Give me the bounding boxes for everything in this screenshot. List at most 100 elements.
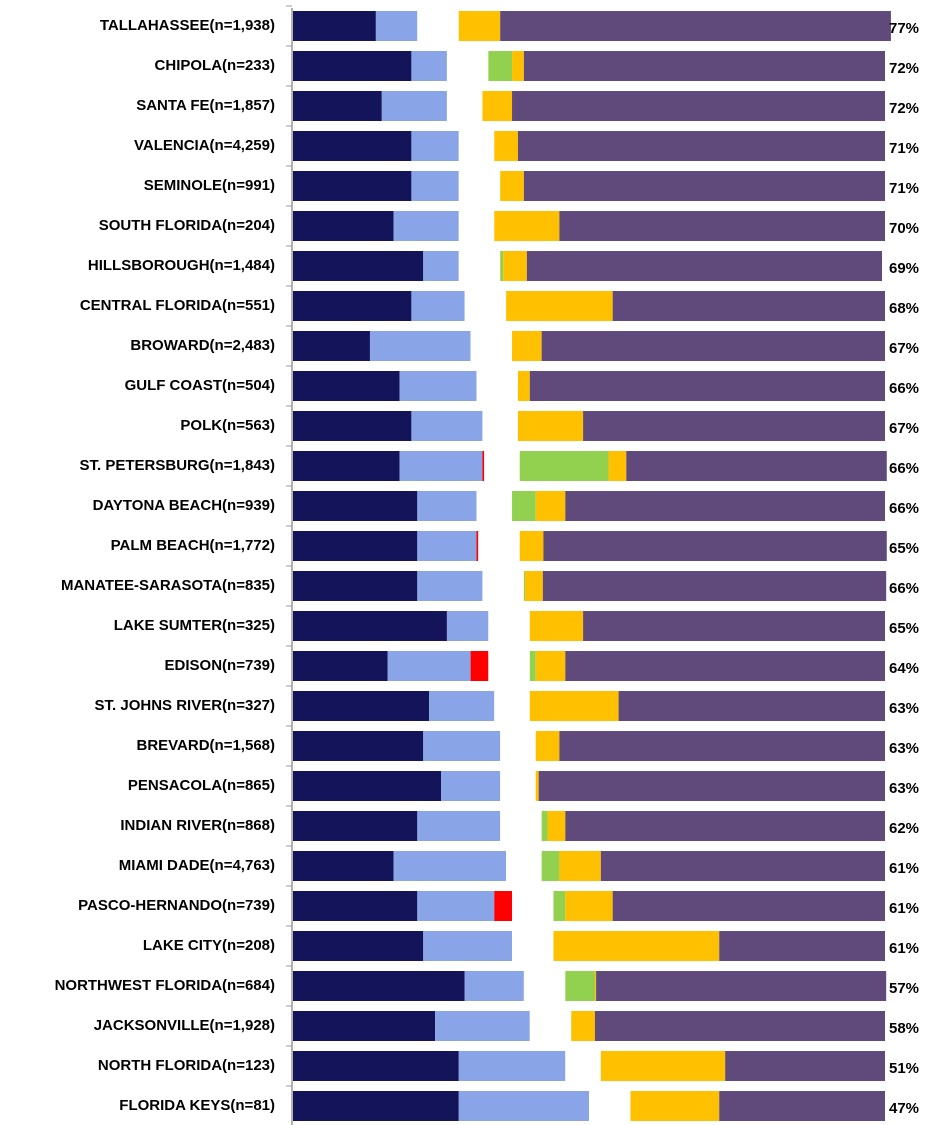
bar-segment bbox=[553, 891, 566, 921]
bar-segment bbox=[494, 891, 513, 921]
bar-segment bbox=[458, 11, 501, 41]
category-label: ST. JOHNS RIVER(n=327) bbox=[95, 697, 275, 714]
bar-segment bbox=[293, 651, 388, 681]
bar-segment bbox=[484, 451, 520, 481]
bar-segment bbox=[293, 91, 382, 121]
bar-segment bbox=[547, 811, 566, 841]
category-label: FLORIDA KEYS(n=81) bbox=[119, 1097, 275, 1114]
bar-segment bbox=[543, 531, 887, 561]
category-label: NORTH FLORIDA(n=123) bbox=[98, 1057, 275, 1074]
bar-segment bbox=[529, 611, 584, 641]
row-label: 77% bbox=[889, 20, 919, 37]
bar-segment bbox=[494, 211, 560, 241]
category-label: GULF COAST(n=504) bbox=[125, 377, 275, 394]
bar-segment bbox=[458, 251, 501, 281]
bar-segment bbox=[293, 291, 412, 321]
bar-segment bbox=[464, 291, 507, 321]
bar-segment bbox=[506, 851, 542, 881]
bar-segment bbox=[476, 491, 513, 521]
bar-segment bbox=[476, 371, 518, 401]
bar-segment bbox=[423, 931, 513, 961]
row-label: 64% bbox=[889, 660, 919, 677]
bar-segment bbox=[612, 891, 885, 921]
row-label: 63% bbox=[889, 780, 919, 797]
category-label: SANTA FE(n=1,857) bbox=[136, 97, 275, 114]
bar-segment bbox=[571, 1011, 595, 1041]
bar-segment bbox=[523, 51, 885, 81]
bar-segment bbox=[293, 971, 465, 1001]
bar-segment bbox=[583, 611, 885, 641]
row-label: 72% bbox=[889, 60, 919, 77]
bar-segment bbox=[517, 131, 885, 161]
row-label: 67% bbox=[889, 340, 919, 357]
bar-segment bbox=[529, 651, 536, 681]
bar-segment bbox=[719, 1091, 885, 1121]
bar-segment bbox=[589, 1091, 631, 1121]
bar-segment bbox=[417, 811, 501, 841]
bar-segment bbox=[441, 771, 501, 801]
bar-segment bbox=[429, 691, 495, 721]
category-label: PASCO-HERNANDO(n=739) bbox=[78, 897, 275, 914]
category-label: TALLAHASSEE(n=1,938) bbox=[100, 17, 275, 34]
bar-segment bbox=[417, 531, 477, 561]
bar-segment bbox=[541, 851, 560, 881]
bar-segment bbox=[541, 811, 548, 841]
bar-segment bbox=[446, 51, 489, 81]
bar-segment bbox=[538, 771, 885, 801]
bar-segment bbox=[529, 691, 619, 721]
bar-segment bbox=[293, 851, 394, 881]
bar-segment bbox=[399, 451, 483, 481]
category-label: INDIAN RIVER(n=868) bbox=[120, 817, 275, 834]
bar-segment bbox=[399, 371, 477, 401]
bar-segment bbox=[494, 131, 518, 161]
bar-segment bbox=[458, 1051, 566, 1081]
bar-segment bbox=[719, 931, 885, 961]
bar-segment bbox=[565, 971, 595, 1001]
bar-segment bbox=[565, 891, 613, 921]
bar-segment bbox=[519, 531, 544, 561]
bar-segment bbox=[503, 251, 527, 281]
category-label: NORTHWEST FLORIDA(n=684) bbox=[55, 977, 275, 994]
bar-segment bbox=[559, 211, 885, 241]
bar-segment bbox=[618, 691, 885, 721]
bar-segment bbox=[535, 651, 566, 681]
row-label: 61% bbox=[889, 900, 919, 917]
bar-segment bbox=[565, 811, 885, 841]
row-label: 61% bbox=[889, 860, 919, 877]
bar-segment bbox=[293, 211, 394, 241]
row-label: 47% bbox=[889, 1100, 919, 1117]
bar-segment bbox=[725, 1051, 885, 1081]
bar-segment bbox=[293, 131, 412, 161]
bar-segment bbox=[393, 211, 459, 241]
bar-segment bbox=[553, 931, 720, 961]
bar-segment bbox=[594, 1011, 885, 1041]
bar-segment bbox=[387, 651, 471, 681]
bar-segment bbox=[488, 51, 513, 81]
bar-segment bbox=[293, 731, 424, 761]
category-label: LAKE SUMTER(n=325) bbox=[114, 617, 275, 634]
bar-segment bbox=[512, 931, 554, 961]
bar-segment bbox=[411, 291, 465, 321]
bar-segment bbox=[458, 171, 501, 201]
bar-segment bbox=[565, 491, 885, 521]
bar-segment bbox=[293, 931, 424, 961]
row-label: 62% bbox=[889, 820, 919, 837]
row-label: 70% bbox=[889, 220, 919, 237]
bar-segment bbox=[293, 811, 418, 841]
bar-segment bbox=[446, 91, 483, 121]
row-label: 71% bbox=[889, 180, 919, 197]
category-label: BROWARD(n=2,483) bbox=[130, 337, 275, 354]
bar-segment bbox=[417, 571, 483, 601]
row-label: 68% bbox=[889, 300, 919, 317]
row-label: 66% bbox=[889, 460, 919, 477]
category-label: PALM BEACH(n=1,772) bbox=[111, 537, 275, 554]
row-label: 71% bbox=[889, 140, 919, 157]
bar-segment bbox=[512, 331, 542, 361]
bar-segment bbox=[435, 1011, 530, 1041]
bar-segment bbox=[512, 91, 885, 121]
category-label: LAKE CITY(n=208) bbox=[143, 937, 275, 954]
bar-segment bbox=[517, 371, 530, 401]
bar-segment bbox=[526, 251, 883, 281]
bar-segment bbox=[600, 1051, 726, 1081]
